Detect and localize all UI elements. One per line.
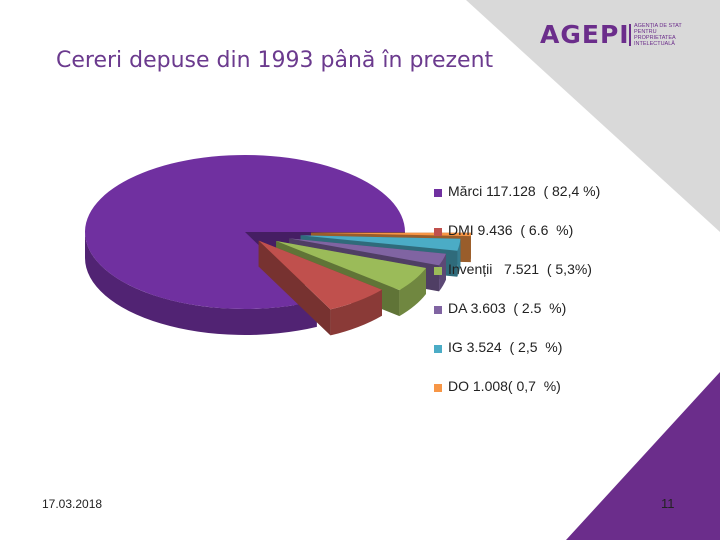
legend-swatch — [434, 345, 442, 353]
pie-slice-top — [85, 154, 405, 309]
pie-slice-top — [310, 232, 471, 237]
chart-legend: Mărci 117.128 ( 82,4 %) DMI 9.436 ( 6.6 %… — [434, 183, 634, 417]
pie-slice-side — [258, 240, 331, 336]
pie-slice-rim — [399, 268, 427, 317]
logo-wordmark: AGEPI — [540, 20, 630, 49]
logo-subtitle-line: PENTRU — [634, 29, 657, 35]
agepi-logo: AGEPI AGENȚIA DE STAT PENTRU PROPRIETATE… — [540, 20, 690, 50]
legend-swatch — [434, 228, 442, 236]
legend-item: DO 1.008( 0,7 %) — [434, 378, 634, 417]
legend-item: DMI 9.436 ( 6.6 %) — [434, 222, 634, 261]
legend-swatch — [434, 267, 442, 275]
legend-label: DO 1.008( 0,7 %) — [448, 378, 561, 394]
legend-swatch — [434, 384, 442, 392]
legend-item: Mărci 117.128 ( 82,4 %) — [434, 183, 634, 222]
pie-slice-rim — [330, 289, 382, 336]
logo-subtitle-line: INTELECTUALĂ — [634, 41, 675, 47]
legend-label: DMI 9.436 ( 6.6 %) — [448, 222, 574, 238]
legend-item: DA 3.603 ( 2.5 %) — [434, 300, 634, 339]
legend-item: IG 3.524 ( 2,5 %) — [434, 339, 634, 378]
pie-slice-rim — [85, 232, 317, 335]
logo-separator — [629, 24, 631, 46]
legend-label: Invenții 7.521 ( 5,3%) — [448, 261, 592, 277]
pie-slice-rim — [457, 238, 461, 277]
page-number: 11 — [661, 496, 675, 511]
legend-swatch — [434, 306, 442, 314]
logo-subtitle: AGENȚIA DE STAT PENTRU PROPRIETATEA INTE… — [634, 23, 682, 47]
top-right-gray-triangle — [466, 0, 720, 232]
pie-slice-top — [258, 240, 382, 310]
bottom-right-purple-triangle — [566, 372, 720, 540]
legend-label: Mărci 117.128 ( 82,4 %) — [448, 183, 601, 199]
legend-label: DA 3.603 ( 2.5 %) — [448, 300, 567, 316]
pie-slice-top — [289, 238, 446, 266]
logo-subtitle-line: PROPRIETATEA — [634, 35, 676, 41]
slide-date: 17.03.2018 — [42, 497, 103, 511]
pie-slice-rim — [439, 253, 446, 292]
slide-title: Cereri depuse din 1993 până în prezent — [56, 48, 494, 73]
legend-item: Invenții 7.521 ( 5,3%) — [434, 261, 634, 300]
legend-label: IG 3.524 ( 2,5 %) — [448, 339, 563, 355]
pie-slice — [258, 240, 382, 336]
logo-subtitle-line: AGENȚIA DE STAT — [634, 23, 682, 29]
pie-slice-top — [276, 241, 427, 291]
pie-slice-top — [300, 235, 461, 251]
legend-swatch — [434, 189, 442, 197]
